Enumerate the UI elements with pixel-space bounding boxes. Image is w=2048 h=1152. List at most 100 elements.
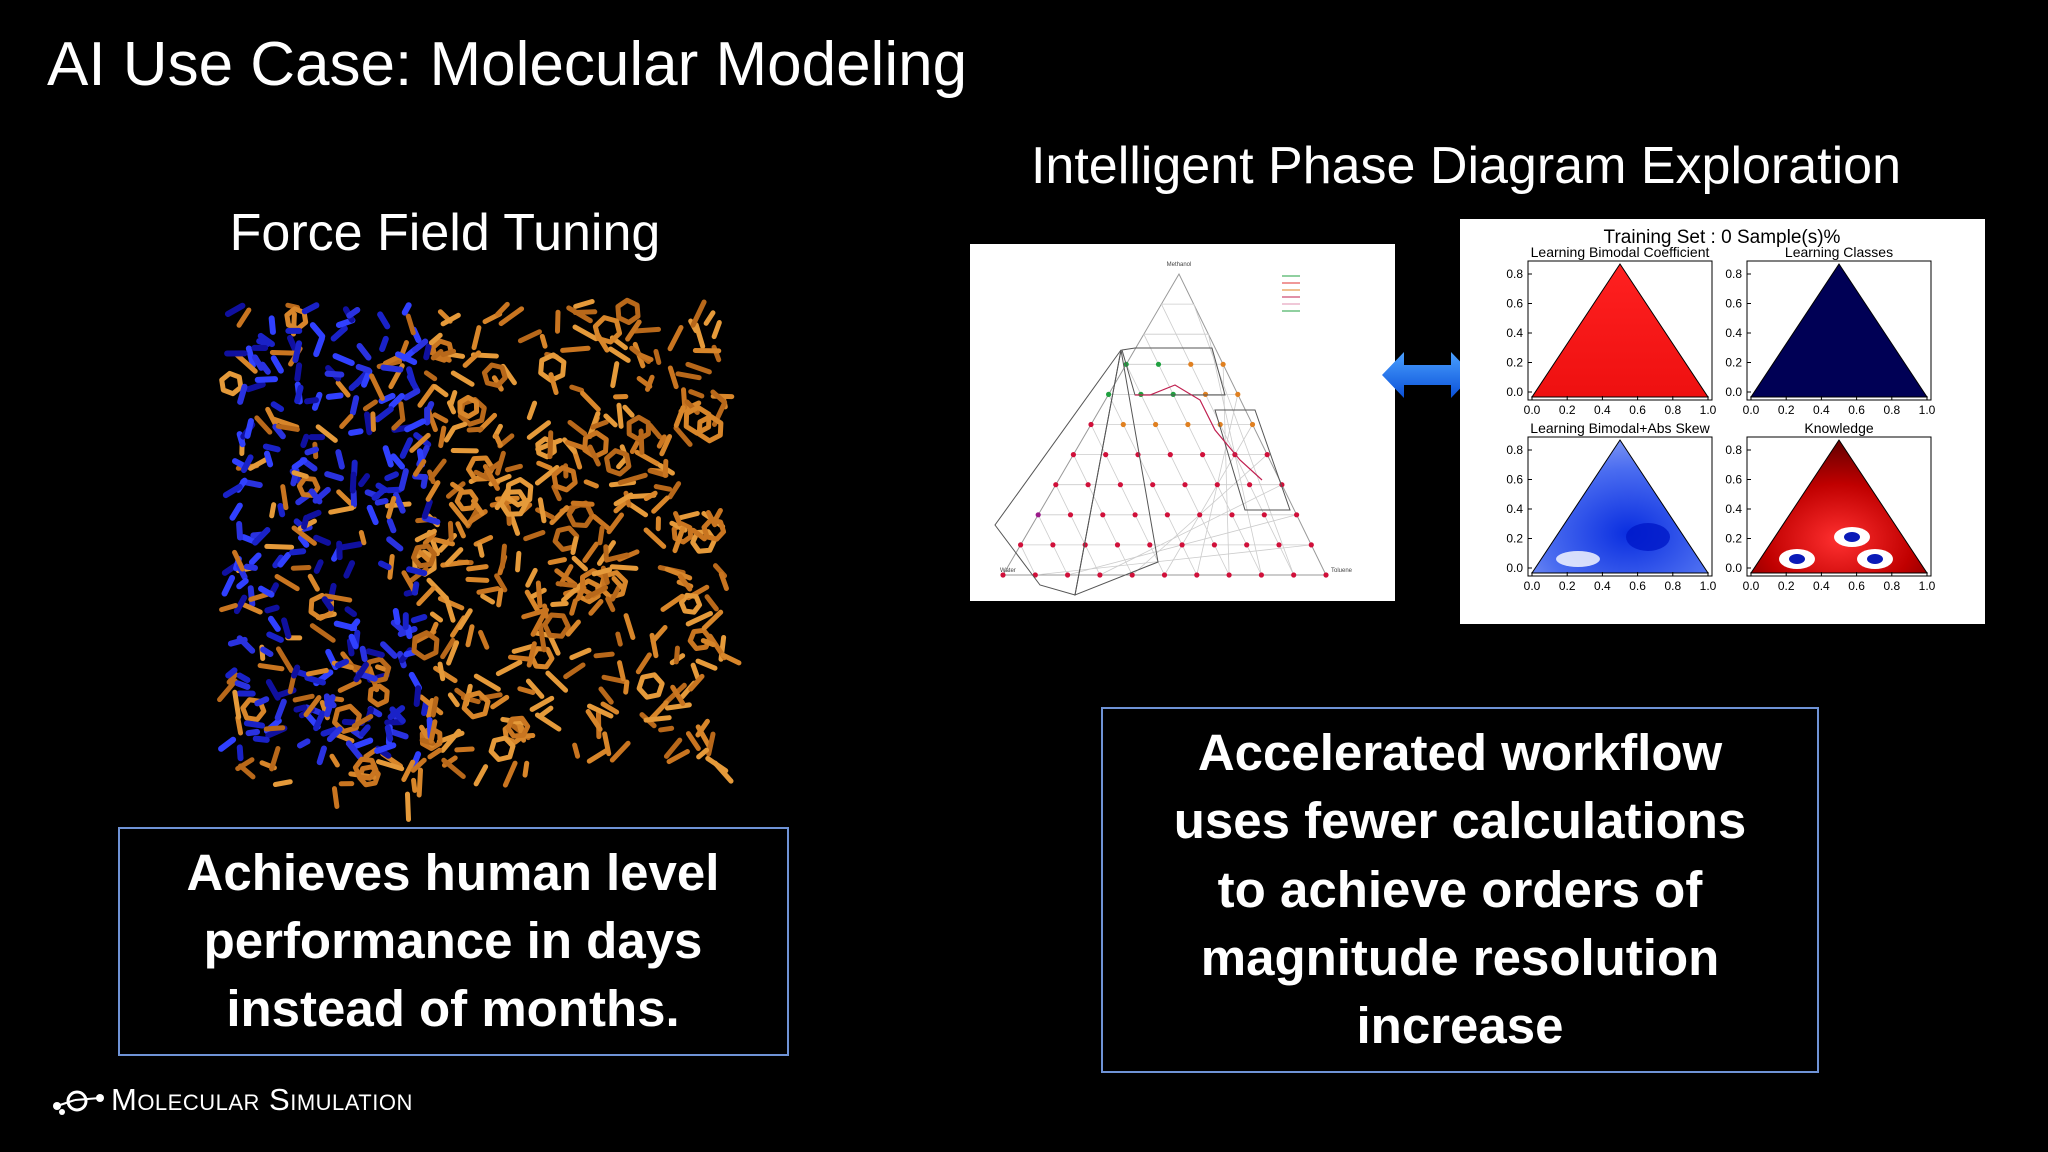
bond xyxy=(560,345,591,353)
bond xyxy=(307,573,320,592)
bond xyxy=(291,457,308,471)
bond xyxy=(236,521,244,541)
ring xyxy=(683,404,712,436)
bond xyxy=(324,694,336,718)
bond xyxy=(504,463,523,473)
bond xyxy=(685,610,714,627)
bond xyxy=(443,426,456,443)
ternary-point xyxy=(1161,572,1168,578)
ring xyxy=(352,756,379,781)
y-tick-label: 0.4 xyxy=(1725,326,1742,340)
ring xyxy=(701,517,727,542)
bond xyxy=(218,736,237,752)
bond xyxy=(539,333,548,349)
bond xyxy=(673,645,680,665)
bond xyxy=(274,574,300,592)
bond xyxy=(623,679,630,695)
bond xyxy=(571,555,588,572)
bond xyxy=(388,392,405,409)
y-tick-label: 0.0 xyxy=(1725,385,1742,399)
bond xyxy=(525,567,538,588)
bond xyxy=(625,319,642,342)
ring xyxy=(671,521,694,545)
bond xyxy=(601,674,628,685)
logo-atom xyxy=(59,1109,65,1115)
y-tick-label: 0.2 xyxy=(1725,532,1742,546)
bond xyxy=(406,366,417,387)
bond xyxy=(334,658,350,669)
bond xyxy=(616,402,624,429)
bond xyxy=(309,623,336,643)
bond xyxy=(440,637,456,660)
ternary-region xyxy=(1074,349,1159,596)
bond xyxy=(591,567,613,577)
bond xyxy=(323,693,331,708)
bond xyxy=(664,702,692,711)
bond xyxy=(329,753,340,768)
bond xyxy=(565,439,592,453)
bond xyxy=(675,510,700,521)
x-tick-label: 0.4 xyxy=(1594,403,1611,417)
bond xyxy=(274,698,287,721)
y-tick-label: 0.4 xyxy=(1506,502,1523,516)
bond xyxy=(635,652,652,675)
x-tick-label: 0.2 xyxy=(1559,403,1576,417)
bond xyxy=(663,737,683,759)
bond xyxy=(303,695,322,718)
ternary-grid xyxy=(1020,544,1036,576)
callout-line: Accelerated workflow xyxy=(1198,724,1723,781)
callout-line: to achieve orders of xyxy=(1218,861,1704,918)
bond xyxy=(429,611,444,623)
bond xyxy=(217,678,238,703)
ring xyxy=(411,630,440,661)
bond xyxy=(530,610,547,637)
ternary-point xyxy=(1185,421,1191,428)
bond xyxy=(667,324,684,352)
bond xyxy=(362,399,378,412)
bond xyxy=(432,412,449,424)
bond xyxy=(421,700,429,716)
bond xyxy=(384,471,399,482)
bond xyxy=(402,388,421,401)
x-tick-label: 0.6 xyxy=(1848,403,1865,417)
bond xyxy=(416,585,436,607)
bond xyxy=(335,449,345,470)
bond xyxy=(269,502,277,519)
bond xyxy=(598,686,614,705)
bond xyxy=(264,543,295,550)
ring xyxy=(457,397,487,427)
bond xyxy=(688,389,705,399)
bond xyxy=(324,471,344,482)
subplot-title: Learning Classes xyxy=(1785,244,1893,260)
bond xyxy=(366,504,379,526)
bond xyxy=(570,500,595,507)
x-tick-label: 0.4 xyxy=(1594,579,1611,593)
ternary-point xyxy=(1323,572,1329,578)
bond xyxy=(609,564,639,571)
bond xyxy=(369,373,385,401)
subplot-blob xyxy=(1844,532,1860,542)
bond xyxy=(247,456,271,471)
bond xyxy=(521,607,550,620)
ternary-point xyxy=(1167,452,1173,458)
bond xyxy=(523,530,546,542)
bond xyxy=(412,458,427,477)
bond xyxy=(511,643,536,654)
bond xyxy=(308,488,323,505)
ring xyxy=(615,297,641,325)
bond xyxy=(269,349,298,356)
bond xyxy=(326,726,343,743)
ring xyxy=(419,725,443,751)
bond xyxy=(465,576,490,583)
bond xyxy=(580,390,601,412)
subplot-title: Learning Bimodal+Abs Skew xyxy=(1530,420,1710,436)
bond xyxy=(664,566,693,581)
logo-bond xyxy=(74,1097,101,1101)
bond xyxy=(613,498,630,514)
bond xyxy=(561,581,585,603)
ring xyxy=(488,735,516,762)
bond xyxy=(437,661,446,682)
ternary-path xyxy=(1135,384,1263,481)
molecule-render xyxy=(217,297,742,822)
bond xyxy=(603,413,618,428)
